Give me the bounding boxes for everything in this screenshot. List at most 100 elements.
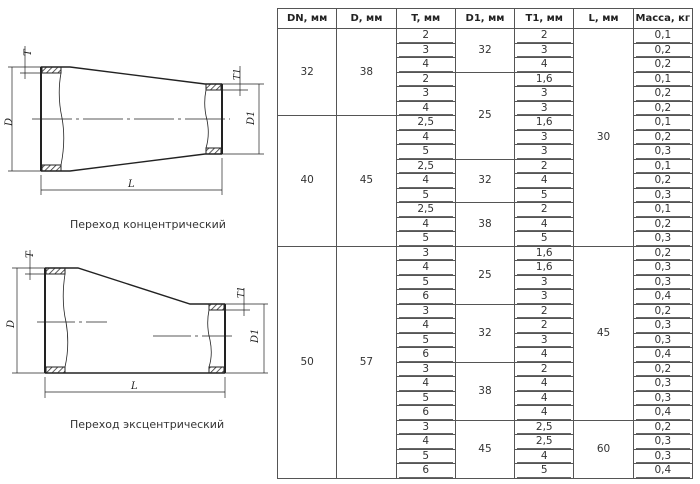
table-row: 40 45 2,5 1,6 0,1 [276, 115, 694, 247]
cell-d: 38 [336, 28, 397, 116]
concentric-reducer-drawing [8, 46, 264, 195]
cell-t1-value: 4 [517, 392, 572, 405]
cell-t: 6 [395, 347, 456, 363]
cell-mass: 0,2 [632, 216, 694, 232]
cell-mass: 0,4 [632, 347, 694, 363]
cell-t1: 5 [514, 231, 575, 247]
cell-t1: 2 [514, 303, 575, 319]
cell-mass: 0,3 [632, 434, 694, 450]
header-d: D, мм [336, 8, 397, 29]
cell-t: 4 [395, 434, 456, 450]
cell-t1-value: 4 [517, 348, 572, 362]
cell-mass: 0,3 [632, 144, 694, 160]
cell-mass-value: 0,3 [635, 334, 690, 347]
cell-t1-value: 3 [517, 131, 572, 144]
cell-mass: 0,3 [632, 376, 694, 392]
cell-t1-value: 4 [517, 174, 572, 188]
cell-t: 6 [395, 405, 456, 421]
cell-mass-value: 0,3 [635, 450, 690, 463]
header-d1: D1, мм [454, 8, 516, 29]
cell-t: 2,5 [395, 202, 456, 218]
cell-mass: 0,4 [632, 289, 694, 305]
cell-t: 4 [395, 318, 456, 334]
cell-t1-value: 3 [517, 276, 572, 289]
table-row: 3 45 2,5 60 0,2 [278, 419, 694, 479]
cell-mass-value: 0,2 [635, 87, 690, 101]
cell-t: 6 [395, 463, 456, 479]
cell-mass: 0,2 [632, 42, 694, 58]
cell-mass: 0,4 [632, 463, 694, 479]
header-mass: Масса, кг [632, 8, 694, 29]
cell-mass: 0,3 [632, 448, 694, 464]
cell-t-value: 4 [398, 319, 453, 333]
cell-t1: 1,6 [514, 260, 575, 276]
cell-t-value: 3 [398, 421, 453, 434]
cell-mass: 0,1 [632, 158, 694, 174]
cell-mass-value: 0,4 [635, 406, 690, 420]
cell-t-value: 3 [398, 363, 453, 376]
cell-t: 5 [395, 274, 456, 290]
cell-t1: 4 [514, 376, 575, 392]
cell-l: 45 [573, 245, 634, 421]
cell-mass: 0,2 [632, 173, 694, 189]
header-t1: T1, мм [514, 8, 575, 29]
cell-d1: 45 [454, 419, 516, 479]
cell-t-value: 5 [398, 450, 453, 463]
cell-t-value: 2,5 [398, 203, 453, 217]
cell-t-value: 5 [398, 334, 453, 347]
cell-mass-value: 0,2 [635, 421, 690, 434]
cell-t1-value: 2 [517, 305, 572, 318]
cell-dn: 40 [276, 115, 338, 247]
cell-mass: 0,4 [632, 405, 694, 421]
cell-t1: 5 [514, 187, 575, 203]
cell-mass: 0,3 [632, 274, 694, 290]
dimensions-table: DN, мм D, мм T, мм D1, мм T1, мм L, мм Масса, … [276, 8, 694, 479]
cell-t: 4 [395, 376, 456, 392]
dim-label-L-ecc: L [130, 381, 138, 392]
concentric-caption: Переход концентрический [70, 218, 226, 231]
cell-t-value: 3 [398, 44, 453, 57]
cell-t-value: 6 [398, 290, 453, 304]
cell-t: 3 [395, 419, 456, 435]
cell-t1: 2 [514, 361, 575, 377]
cell-mass: 0,3 [632, 260, 694, 276]
cell-t1-value: 1,6 [517, 73, 572, 86]
cell-t: 4 [395, 57, 456, 73]
cell-mass: 0,1 [632, 115, 694, 131]
cell-t1: 2 [514, 28, 575, 44]
cell-mass-value: 0,3 [635, 189, 690, 202]
cell-t1: 2,5 [514, 419, 575, 435]
cell-t: 4 [395, 100, 456, 116]
cell-t: 3 [395, 86, 456, 102]
cell-t1-value: 2,5 [517, 421, 572, 434]
cell-t1: 4 [514, 390, 575, 406]
cell-t-value: 5 [398, 276, 453, 289]
table-row: 4 3 0,2 [278, 100, 694, 116]
cell-t1-value: 4 [517, 406, 572, 420]
cell-t-value: 5 [398, 392, 453, 405]
cell-d1: 38 [454, 361, 516, 421]
cell-t: 3 [395, 42, 456, 58]
cell-t1: 4 [514, 405, 575, 421]
cell-t-value: 2 [398, 73, 453, 86]
cell-mass-value: 0,1 [635, 160, 690, 173]
cell-t1-value: 2 [517, 203, 572, 217]
cell-t1-value: 4 [517, 58, 572, 72]
cell-mass-value: 0,3 [635, 232, 690, 246]
dim-label-T1-ecc: T1 [237, 286, 247, 298]
table-row: 5 5 0,3 [278, 187, 694, 203]
cell-mass-value: 0,4 [635, 290, 690, 304]
cell-mass-value: 0,2 [635, 174, 690, 188]
cell-t1: 4 [514, 216, 575, 232]
cell-t: 5 [395, 332, 456, 348]
cell-t-value: 5 [398, 189, 453, 202]
cell-d1: 32 [454, 158, 516, 203]
cell-t1-value: 5 [517, 189, 572, 202]
cell-t1-value: 4 [517, 377, 572, 391]
cell-t-value: 6 [398, 348, 453, 362]
cell-t1-value: 5 [517, 464, 572, 478]
table-row: 4 4 0,3 [278, 376, 694, 392]
dim-label-D: D [4, 118, 15, 127]
cell-t1: 4 [514, 57, 575, 73]
table-row: 3 3 0,2 [278, 86, 694, 102]
